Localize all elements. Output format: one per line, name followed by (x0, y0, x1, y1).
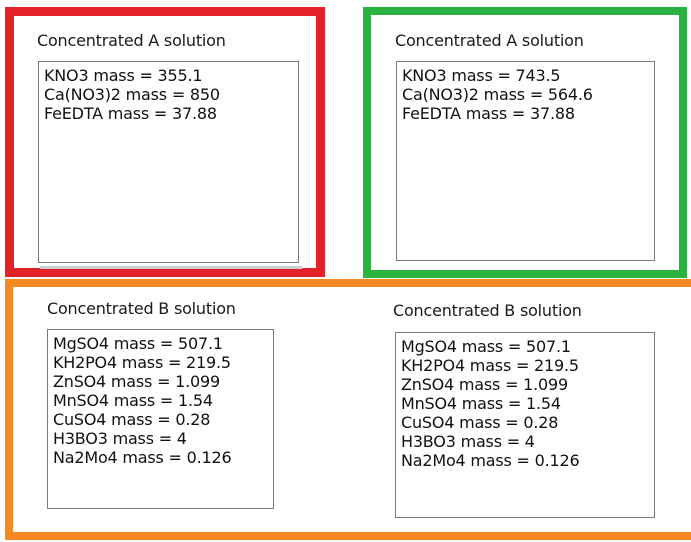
concentrated-a-listbox-right[interactable]: KNO3 mass = 743.5 Ca(NO3)2 mass = 564.6 … (396, 61, 655, 261)
concentrated-b-title-left: Concentrated B solution (47, 299, 236, 318)
list-item: FeEDTA mass = 37.88 (402, 104, 575, 123)
listbox-scroll-edge (40, 266, 302, 269)
concentrated-a-title-left: Concentrated A solution (37, 31, 226, 50)
green-highlight-frame (363, 7, 687, 278)
list-item: MnSO4 mass = 1.54 (53, 391, 213, 410)
list-item: Ca(NO3)2 mass = 564.6 (402, 85, 593, 104)
list-item: Ca(NO3)2 mass = 850 (44, 85, 220, 104)
concentrated-b-listbox-left[interactable]: MgSO4 mass = 507.1 KH2PO4 mass = 219.5 Z… (47, 329, 274, 509)
list-item: ZnSO4 mass = 1.099 (401, 375, 568, 394)
list-item: H3BO3 mass = 4 (401, 432, 535, 451)
list-item: KH2PO4 mass = 219.5 (401, 356, 579, 375)
list-item: KNO3 mass = 743.5 (402, 66, 561, 85)
list-item: KNO3 mass = 355.1 (44, 66, 203, 85)
list-item: MgSO4 mass = 507.1 (401, 337, 571, 356)
list-item: Na2Mo4 mass = 0.126 (53, 448, 232, 467)
list-item: FeEDTA mass = 37.88 (44, 104, 217, 123)
concentrated-b-listbox-right[interactable]: MgSO4 mass = 507.1 KH2PO4 mass = 219.5 Z… (395, 332, 655, 518)
list-item: Na2Mo4 mass = 0.126 (401, 451, 580, 470)
list-item: H3BO3 mass = 4 (53, 429, 187, 448)
list-item: MgSO4 mass = 507.1 (53, 334, 223, 353)
red-highlight-frame (5, 7, 325, 277)
concentrated-a-title-right: Concentrated A solution (395, 31, 584, 50)
list-item: CuSO4 mass = 0.28 (53, 410, 211, 429)
list-item: KH2PO4 mass = 219.5 (53, 353, 231, 372)
concentrated-b-title-right: Concentrated B solution (393, 301, 582, 320)
list-item: CuSO4 mass = 0.28 (401, 413, 559, 432)
list-item: ZnSO4 mass = 1.099 (53, 372, 220, 391)
list-item: MnSO4 mass = 1.54 (401, 394, 561, 413)
concentrated-a-listbox-left[interactable]: KNO3 mass = 355.1 Ca(NO3)2 mass = 850 Fe… (38, 61, 299, 263)
orange-highlight-frame (5, 279, 691, 540)
